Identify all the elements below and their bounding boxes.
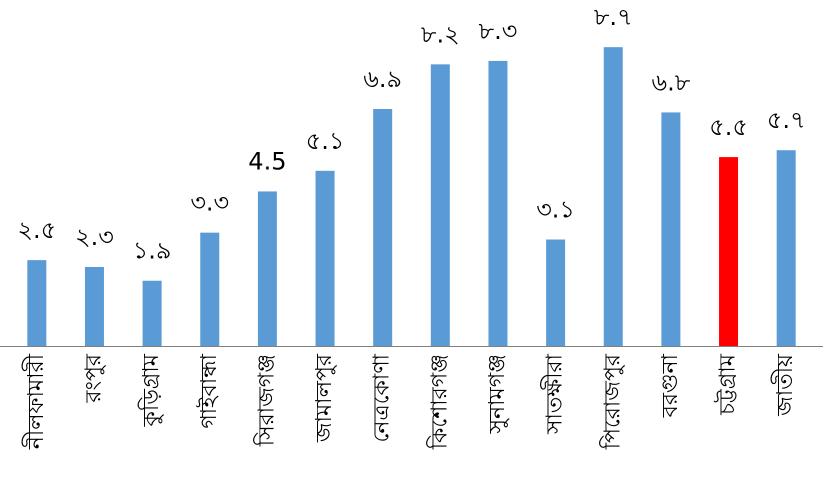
category-label-13: জাতীয় <box>771 353 798 417</box>
value-label-5: ৫.১ <box>306 127 345 155</box>
bar-3 <box>200 232 220 346</box>
category-label-10: পিরোজপুর <box>599 353 625 450</box>
value-label-13: ৫.৭ <box>767 106 806 134</box>
bar-4 <box>257 191 277 346</box>
bar-6 <box>373 109 393 346</box>
category-label-2: কুড়িগ্রাম <box>138 353 164 427</box>
bar-5 <box>315 170 335 346</box>
value-label-9: ৩.১ <box>536 196 575 224</box>
bar-8 <box>488 60 508 346</box>
bars-layer <box>27 47 796 347</box>
category-label-3: গাইবান্ধা <box>196 353 222 428</box>
value-label-10: ৮.৭ <box>594 3 633 31</box>
value-label-11: ৬.৮ <box>651 68 690 96</box>
bar-9 <box>546 239 566 346</box>
bar-10 <box>603 47 623 347</box>
category-label-11: বরগুনা <box>658 353 683 418</box>
category-label-7: কিশোরগঞ্জ <box>426 354 452 450</box>
category-label-4: সিরাজগঞ্জ <box>253 354 279 447</box>
value-label-2: ১.৯ <box>133 237 172 265</box>
bar-2 <box>142 280 162 346</box>
category-label-8: সুনামগঞ্জ <box>485 354 510 434</box>
value-label-3: ৩.৩ <box>190 189 229 217</box>
category-label-5: জামালপুর <box>312 353 337 443</box>
category-label-12: চট্টগ্রাম <box>714 353 741 416</box>
value-label-12: ৫.৫ <box>709 113 748 141</box>
bar-13 <box>776 150 796 346</box>
value-label-8: ৮.৩ <box>479 17 518 45</box>
value-label-6: ৬.৯ <box>363 65 402 93</box>
category-label-9: সাতক্ষীরা <box>541 353 568 435</box>
value-label-7: ৮.২ <box>421 20 460 48</box>
value-label-4: 4.5 <box>248 147 286 175</box>
bar-12 <box>719 157 739 346</box>
category-label-6: নেত্রকোণা <box>370 353 395 442</box>
value-label-1: ২.৩ <box>75 223 114 251</box>
bar-0 <box>27 260 47 346</box>
category-label-1: রংপুর <box>81 353 106 404</box>
category-label-0: নীলফামারী <box>22 353 49 450</box>
value-label-0: ২.৫ <box>17 216 56 244</box>
bar-11 <box>661 112 681 347</box>
value-labels-layer: ২.৫ ২.৩ ১.৯ ৩.৩ 4.5 ৫.১ ৬.৯ ৮.২ ৮.৩ ৩.১ ৮.৭ ৬.৮ ৫.৫ ৫… <box>17 3 805 265</box>
bar-1 <box>84 267 104 346</box>
bar-7 <box>430 64 450 346</box>
category-labels-layer: নীলফামারী রংপুর কুড়িগ্রাম গাইবান্ধা সিরাজগঞ… <box>22 353 798 450</box>
